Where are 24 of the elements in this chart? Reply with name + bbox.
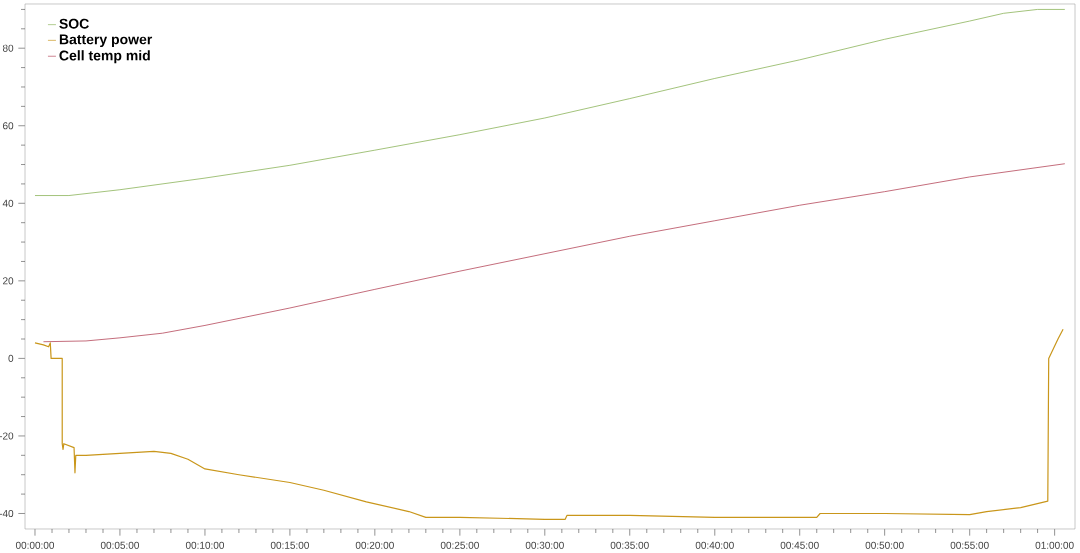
x-tick-label: 00:05:00 — [100, 541, 139, 549]
y-tick-label: 20 — [3, 277, 14, 285]
x-tick-label: 00:10:00 — [185, 541, 225, 549]
y-tick-label: 60 — [3, 122, 14, 130]
y-tick-label: 40 — [2, 199, 14, 207]
x-tick-label: 00:45:00 — [780, 541, 819, 549]
x-tick-label: 00:40:00 — [695, 541, 734, 549]
x-tick-label: 00:55:00 — [950, 541, 989, 549]
x-tick-label: 00:00:00 — [15, 541, 55, 549]
x-tick-label: 00:20:00 — [355, 541, 394, 549]
x-tick-label: 01:00:00 — [1035, 541, 1074, 549]
x-tick-label: 00:50:00 — [865, 541, 904, 549]
y-tick-label: -20 — [0, 432, 14, 440]
y-tick-label: 80 — [2, 44, 14, 52]
legend-label: Cell temp mid — [59, 50, 150, 64]
x-tick-label: 00:15:00 — [270, 541, 309, 549]
legend-label: SOC — [59, 18, 89, 29]
line-series — [34, 9, 1066, 196]
y-tick-label: -40 — [0, 509, 14, 518]
y-tick-label: 0 — [8, 354, 14, 362]
x-tick-label: 00:25:00 — [440, 541, 479, 549]
legend-label: Battery power — [59, 34, 153, 48]
x-tick-label: 00:35:00 — [610, 541, 649, 549]
x-tick-label: 00:30:00 — [525, 541, 564, 549]
